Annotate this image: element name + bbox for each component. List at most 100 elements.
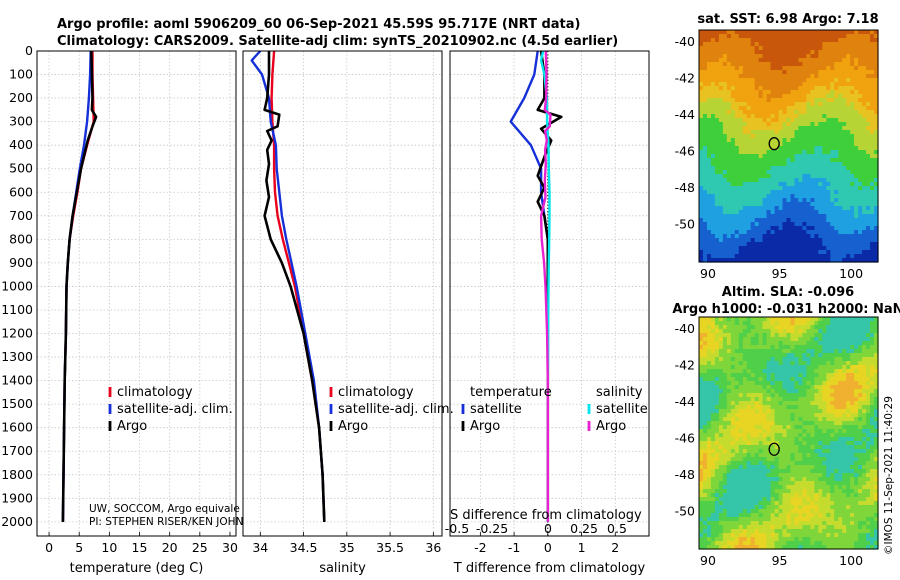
map-lon-tick: 95 [772, 553, 788, 568]
depth-tick-label: 1300 [1, 349, 33, 364]
x-tick-label: 0 [544, 540, 552, 555]
depth-tick-label: 900 [9, 255, 33, 270]
s-diff-tick-label: -0.25 [476, 521, 508, 536]
x-axis-label: T difference from climatology [453, 561, 646, 576]
map-frame [698, 29, 879, 263]
panel-salinity_profile: 34 34.5 35 35.5 36 salinity [242, 50, 443, 576]
depth-tick-label: 300 [9, 114, 33, 129]
s-diff-title: S difference from climatology [450, 508, 642, 523]
legend-sal-argo: Argo [329, 419, 368, 434]
depth-tick-label: 800 [9, 231, 33, 246]
legend-label: Argo [338, 419, 368, 434]
legend-temp-satellite-adj: satellite-adj. clim. [108, 402, 233, 417]
x-axis-label: salinity [319, 561, 366, 576]
legend-label: Argo [117, 419, 147, 434]
argo-location-marker [768, 442, 780, 456]
map-lat-tick: -40 [675, 321, 695, 336]
legend-label: satellite-adj. clim. [117, 402, 233, 417]
map-lat-tick: -44 [675, 394, 695, 409]
legend-label: climatology [117, 385, 193, 400]
x-tick-label: 34 [252, 540, 268, 555]
x-tick-label: 0 [45, 540, 53, 555]
map-lat-tick: -44 [675, 107, 695, 122]
series-argo [61, 50, 98, 522]
depth-tick-label: 1400 [1, 373, 33, 388]
panel-temperature_profile: 0 5 10 15 20 25 30 temperature (deg C) 0 100 200 30… [1, 43, 238, 576]
x-tick-label: 2 [611, 540, 619, 555]
map-lat-tick: -42 [675, 70, 695, 85]
s-diff-tick-label: 0 [544, 521, 552, 536]
legend-temp-climatology: climatology [108, 385, 193, 400]
map-lat-tick: -46 [675, 430, 695, 445]
map-lat-tick: -48 [675, 467, 695, 482]
legend-label: climatology [338, 385, 414, 400]
depth-tick-label: 100 [9, 67, 33, 82]
legend-label: satellite [596, 402, 648, 417]
legend-diff-sal-satellite: satellite [587, 402, 648, 417]
depth-tick-label: 1800 [1, 467, 33, 482]
figure-title-line2: Climatology: CARS2009. Satellite-adj cli… [57, 34, 618, 49]
depth-tick-label: 1700 [1, 443, 33, 458]
map-frame [698, 316, 879, 550]
x-tick-label: 25 [192, 540, 208, 555]
map-lon-tick: 100 [839, 553, 863, 568]
map-lat-tick: -46 [675, 143, 695, 158]
depth-tick-label: 600 [9, 184, 33, 199]
x-tick-label: 5 [75, 540, 83, 555]
copyright-stamp: ©IMOS 11-Sep-2021 11:40:29 [883, 396, 895, 555]
depth-tick-label: 1600 [1, 420, 33, 435]
figure-titles: Argo profile: aoml 5906209_60 06-Sep-202… [57, 17, 618, 49]
x-tick-label: 15 [132, 540, 148, 555]
depth-tick-label: 0 [25, 43, 33, 58]
map2-title-line2: Argo h1000: -0.031 h2000: NaN [672, 302, 900, 317]
x-tick-label: 35 [339, 540, 355, 555]
s-diff-tick-label: -0.5 [445, 521, 469, 536]
depth-tick-label: 1500 [1, 396, 33, 411]
legend-sal-climatology: climatology [329, 385, 414, 400]
legend-diff-temp-argo: Argo [461, 419, 500, 434]
x-tick-label: -1 [508, 540, 520, 555]
depth-tick-label: 1100 [1, 302, 33, 317]
x-axis-label: temperature (deg C) [70, 561, 204, 576]
legend-sal-satellite-adj: satellite-adj. clim. [329, 402, 454, 417]
panel-frame [449, 50, 650, 537]
x-tick-label: 20 [162, 540, 178, 555]
legends: climatology satellite-adj. clim. Argo clima… [89, 385, 648, 536]
map-lon-tick: 90 [700, 553, 716, 568]
map-lat-tick: -40 [675, 34, 695, 49]
map-lon-tick: 100 [839, 266, 863, 281]
x-tick-label: 1 [578, 540, 586, 555]
legend-label: Argo [470, 419, 500, 434]
series-salinity-argo [539, 50, 552, 522]
map2-title-line1: Altim. SLA: -0.096 [722, 285, 854, 300]
map-lat-tick: -50 [675, 216, 695, 231]
legend-salinity-header: salinity [596, 385, 643, 400]
panel-difference_profile: -2 -1 0 1 2 T difference from climatology [449, 50, 650, 576]
map-lon-tick: 90 [700, 266, 716, 281]
x-tick-label: 10 [101, 540, 117, 555]
series-salinity-satellite [539, 50, 551, 522]
map1-title: sat. SST: 6.98 Argo: 7.18 [697, 12, 878, 27]
depth-tick-label: 1200 [1, 326, 33, 341]
depth-tick-label: 700 [9, 208, 33, 223]
map-lat-tick: -50 [675, 503, 695, 518]
legend-label: Argo [596, 419, 626, 434]
argo-location-marker [768, 137, 780, 151]
s-diff-tick-label: 0.5 [607, 521, 627, 536]
x-tick-label: 35.5 [376, 540, 404, 555]
legend-temperature-header: temperature [470, 385, 552, 400]
depth-tick-label: 400 [9, 137, 33, 152]
map-lon-tick: 95 [772, 266, 788, 281]
maps: sat. SST: 6.98 Argo: 7.18-40-42-44-46-48… [672, 12, 900, 568]
panel-frame [36, 50, 237, 537]
credit-line1: UW, SOCCOM, Argo equivale [89, 503, 240, 515]
panel-frame [242, 50, 443, 537]
depth-tick-label: 500 [9, 161, 33, 176]
x-tick-label: -2 [474, 540, 486, 555]
figure-title-line1: Argo profile: aoml 5906209_60 06-Sep-202… [57, 17, 581, 32]
map-lat-tick: -42 [675, 357, 695, 372]
s-diff-tick-label: 0.25 [570, 521, 598, 536]
x-tick-label: 36 [425, 540, 441, 555]
